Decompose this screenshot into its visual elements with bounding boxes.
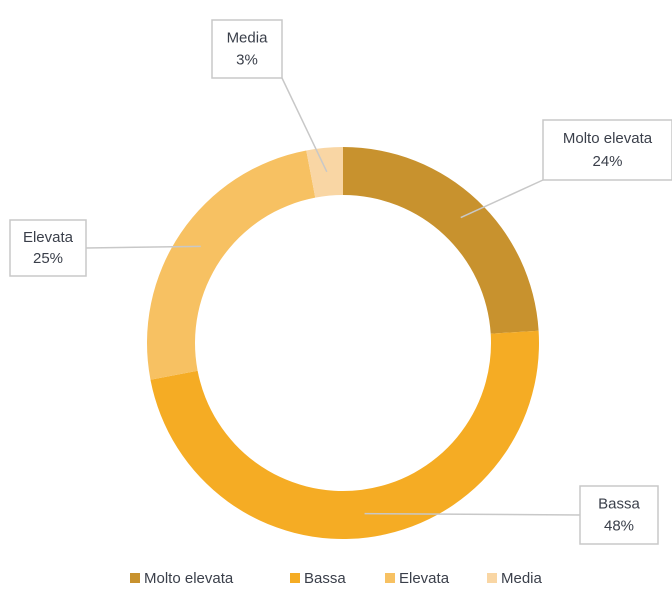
data-label-category: Media — [227, 30, 269, 47]
label-box — [579, 485, 659, 545]
data-label: 24% — [592, 153, 622, 170]
legend-swatch — [385, 573, 395, 583]
legend-swatch — [290, 573, 300, 583]
data-label: 48% — [604, 518, 634, 535]
leader-line — [460, 179, 544, 219]
data-label-category: Elevata — [23, 229, 74, 246]
legend-label: Molto elevata — [144, 570, 234, 587]
legend-label: Elevata — [399, 570, 450, 587]
legend-swatch — [130, 573, 140, 583]
data-label-category: Molto elevata — [563, 130, 653, 147]
label-box — [542, 119, 672, 181]
leader-line — [281, 77, 328, 173]
donut-segment — [306, 147, 343, 198]
leader-line — [364, 512, 581, 516]
donut-segment — [147, 150, 316, 380]
donut-segment — [150, 330, 540, 539]
data-label-category: Bassa — [598, 496, 640, 513]
legend-label: Media — [501, 570, 543, 587]
data-label: 3% — [236, 52, 258, 69]
data-label: 25% — [33, 250, 63, 267]
legend-swatch — [487, 573, 497, 583]
leader-line — [85, 245, 201, 249]
label-box — [9, 219, 87, 277]
donut-segment — [343, 147, 539, 334]
legend-label: Bassa — [304, 570, 346, 587]
label-box — [211, 19, 283, 79]
